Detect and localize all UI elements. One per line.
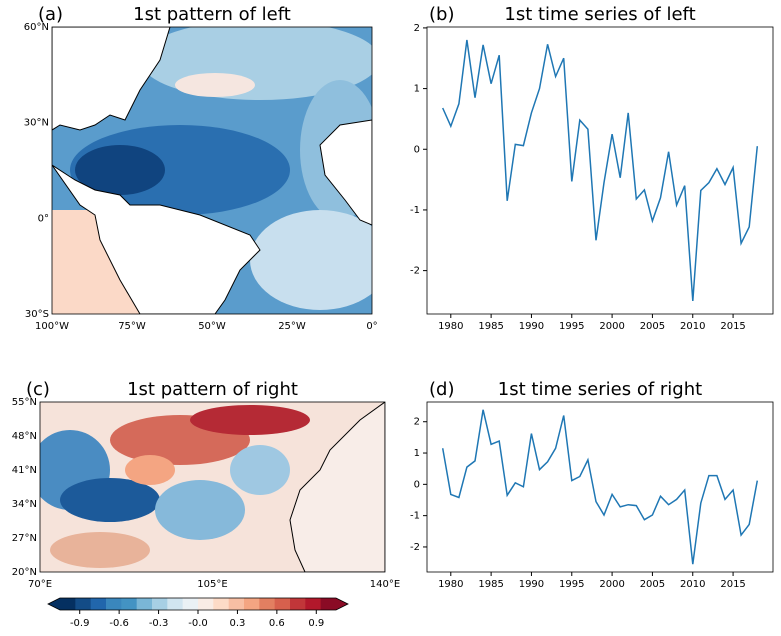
y-tick-label: 0°	[38, 213, 49, 224]
x-tick-label: 105°E	[197, 579, 227, 590]
x-tick-label: 1990	[519, 321, 544, 332]
colorbar-swatch	[75, 598, 92, 610]
x-tick-label: 1990	[519, 579, 544, 590]
colorbar-tick-label: -0.3	[149, 618, 169, 629]
x-tick-label: 1985	[478, 321, 503, 332]
colorbar-extend	[48, 598, 60, 610]
colorbar-swatch	[167, 598, 184, 610]
line-series	[441, 409, 759, 565]
x-tick-label: 1995	[559, 579, 584, 590]
x-tick-label: 2000	[599, 579, 624, 590]
y-tick-label: -2	[410, 266, 420, 277]
colorbar-swatch	[152, 598, 168, 610]
x-tick-label: 2010	[680, 321, 705, 332]
colorbar-swatch	[259, 598, 276, 610]
x-tick-label: 1995	[559, 321, 584, 332]
y-tick-label: 48°N	[12, 431, 37, 442]
colorbar-swatch	[106, 598, 122, 610]
colorbar-tick-label: 0.9	[308, 618, 324, 629]
x-tick-label: 2015	[720, 579, 745, 590]
colorbar-swatch	[290, 598, 306, 610]
line-series	[442, 39, 759, 302]
y-tick-label: 30°N	[24, 118, 49, 129]
x-tick-label: 75°W	[118, 321, 146, 332]
x-tick-label: 70°E	[28, 579, 52, 590]
x-tick-label: 100°W	[35, 321, 69, 332]
map-shading	[40, 402, 385, 572]
y-tick-label: 55°N	[12, 397, 37, 408]
y-tick-label: 0	[414, 479, 420, 490]
y-tick-label: 41°N	[12, 465, 37, 476]
colorbar-tick-label: 0.6	[269, 618, 285, 629]
y-tick-label: -1	[410, 205, 420, 216]
y-tick-label: 34°N	[12, 499, 37, 510]
colorbar-swatch	[305, 598, 322, 610]
colorbar-tick-label: -0.9	[70, 618, 90, 629]
map-shading	[52, 27, 372, 314]
y-tick-label: 2	[414, 23, 420, 34]
panel-title: 1st time series of right	[498, 379, 702, 400]
y-tick-label: 60°N	[24, 22, 49, 33]
colorbar-tick-label: 0.3	[229, 618, 245, 629]
x-tick-label: 1980	[438, 321, 463, 332]
colorbar-swatch	[198, 598, 214, 610]
colorbar-swatch	[60, 598, 76, 610]
x-tick-label: 0°	[366, 321, 377, 332]
x-tick-label: 2015	[720, 321, 745, 332]
y-tick-label: -1	[410, 511, 420, 522]
colorbar-swatch	[228, 598, 245, 610]
colorbar-swatch	[121, 598, 138, 610]
x-tick-label: 1985	[478, 579, 503, 590]
y-tick-label: -2	[410, 542, 420, 553]
colorbar-swatch	[320, 598, 337, 610]
colorbar-swatch	[213, 598, 230, 610]
x-tick-label: 2010	[680, 579, 705, 590]
y-tick-label: 1	[414, 448, 420, 459]
panel-label: (a)	[38, 4, 63, 25]
colorbar-swatch	[244, 598, 260, 610]
colorbar-swatch	[182, 598, 199, 610]
y-tick-label: 2	[414, 417, 420, 428]
colorbar-tick-label: -0.6	[109, 618, 129, 629]
axes-frame	[39, 401, 386, 573]
colorbar-swatch	[136, 598, 153, 610]
x-tick-label: 50°W	[198, 321, 226, 332]
x-tick-label: 140°E	[370, 579, 400, 590]
colorbar-tick-label: -0.0	[188, 618, 208, 629]
colorbar-swatch	[90, 598, 107, 610]
axes-frame	[426, 26, 774, 315]
panel-label: (b)	[429, 4, 454, 25]
panel-title: 1st time series of left	[504, 4, 695, 25]
x-tick-label: 25°W	[278, 321, 306, 332]
axes-frame	[426, 401, 774, 573]
colorbar-extend	[336, 598, 348, 610]
panel-title: 1st pattern of left	[133, 4, 291, 25]
y-tick-label: 20°N	[12, 567, 37, 578]
y-tick-label: 1	[414, 84, 420, 95]
x-tick-label: 1980	[438, 579, 463, 590]
colorbar-frame	[47, 597, 349, 611]
x-tick-label: 2005	[640, 579, 665, 590]
y-tick-label: 27°N	[12, 533, 37, 544]
y-tick-label: 30°S	[25, 309, 49, 320]
panel-label: (c)	[26, 379, 50, 400]
axes-frame	[51, 26, 373, 315]
x-tick-label: 2000	[599, 321, 624, 332]
x-tick-label: 2005	[640, 321, 665, 332]
panel-title: 1st pattern of right	[127, 379, 298, 400]
panel-label: (d)	[429, 379, 454, 400]
colorbar-swatch	[274, 598, 291, 610]
y-tick-label: 0	[414, 144, 420, 155]
